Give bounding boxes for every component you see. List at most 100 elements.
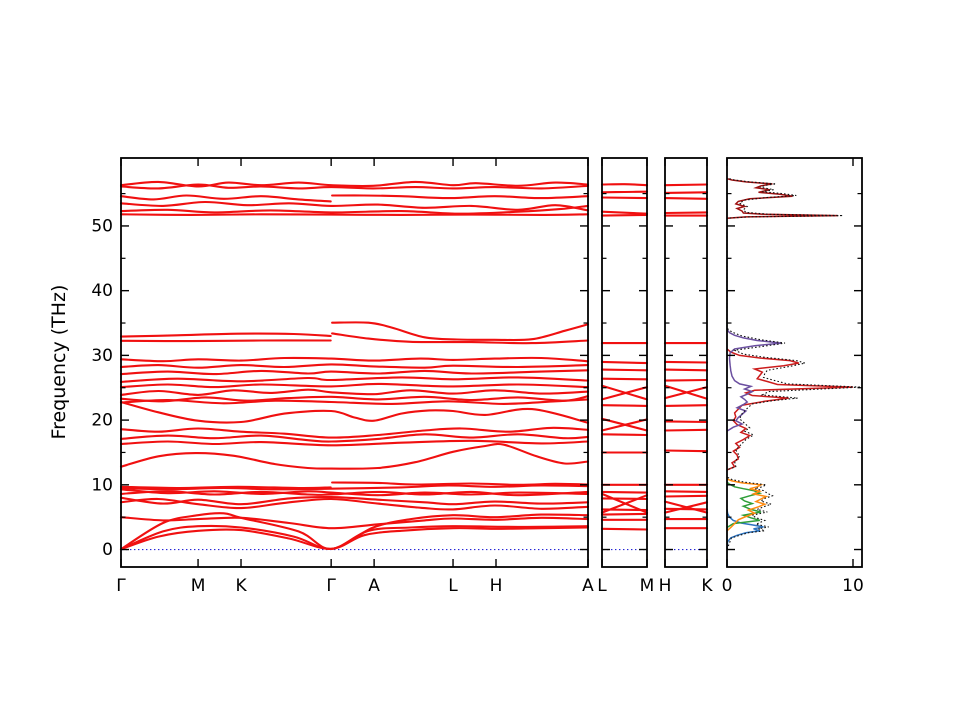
phonon-band bbox=[119, 388, 590, 396]
phonon-band bbox=[119, 433, 590, 443]
x-tick-label: Γ bbox=[326, 576, 336, 596]
x-tick-label: M bbox=[640, 576, 655, 596]
phonon-band bbox=[119, 204, 590, 215]
phonon-band bbox=[119, 400, 590, 424]
phonon-band-lines-lm bbox=[600, 183, 649, 531]
phonon-band bbox=[119, 363, 590, 369]
y-tick-label: 20 bbox=[91, 411, 113, 431]
dos-curves bbox=[726, 177, 861, 550]
pdos-orange bbox=[726, 478, 769, 532]
phonon-band bbox=[663, 183, 709, 187]
phonon-band bbox=[663, 404, 709, 407]
phonon-band bbox=[600, 190, 649, 194]
phonon-band bbox=[663, 490, 709, 493]
x-tick-label: 0 bbox=[722, 576, 733, 596]
phonon-band bbox=[663, 428, 709, 432]
phonon-band bbox=[119, 200, 590, 212]
phonon-band bbox=[600, 433, 649, 437]
pdos-darkred bbox=[726, 177, 838, 219]
phonon-band-lines-main bbox=[119, 180, 590, 551]
x-tick-label: A bbox=[582, 576, 594, 596]
phonon-band bbox=[663, 197, 709, 200]
phonon-band-lines-hk bbox=[663, 183, 709, 530]
phonon-band bbox=[600, 404, 649, 407]
y-tick-label: 10 bbox=[91, 475, 113, 495]
x-tick-label: L bbox=[597, 576, 607, 596]
phonon-band bbox=[331, 481, 590, 486]
x-tick-label: Γ bbox=[116, 576, 126, 596]
axes-frame-hk bbox=[664, 157, 708, 568]
x-tick-label: M bbox=[191, 576, 206, 596]
phonon-band bbox=[663, 360, 709, 364]
phonon-band bbox=[600, 386, 649, 401]
phonon-band bbox=[600, 368, 649, 372]
phonon-band bbox=[119, 442, 590, 470]
panel-dos: 0 10 bbox=[722, 157, 864, 596]
phonon-band bbox=[663, 507, 709, 511]
phonon-band bbox=[663, 449, 709, 453]
phonon-band bbox=[119, 332, 332, 338]
phonon-band bbox=[331, 332, 590, 345]
phonon-band bbox=[600, 508, 649, 512]
phonon-band bbox=[663, 368, 709, 372]
phonon-band bbox=[119, 339, 332, 343]
phonon-band bbox=[331, 321, 590, 342]
phonon-band bbox=[119, 376, 590, 383]
phonon-band bbox=[331, 194, 590, 200]
x-tick-label: A bbox=[368, 576, 380, 596]
x-tick-label: L bbox=[448, 576, 458, 596]
phonon-band bbox=[600, 213, 649, 217]
phonon-band bbox=[600, 377, 649, 381]
x-tick-label: H bbox=[659, 576, 672, 596]
phonon-band bbox=[119, 180, 590, 188]
phonon-band bbox=[663, 420, 709, 424]
tick-marks-lm bbox=[601, 158, 648, 567]
phonon-band bbox=[663, 386, 709, 400]
phonon-band bbox=[663, 494, 709, 498]
phonon-band bbox=[119, 194, 332, 203]
phonon-band bbox=[600, 196, 649, 200]
x-tick-label: K bbox=[235, 576, 247, 596]
tick-marks-hk bbox=[664, 158, 708, 567]
phonon-band bbox=[600, 183, 649, 187]
axes-frame-main bbox=[120, 157, 589, 568]
phonon-band bbox=[600, 512, 649, 516]
x-tick-label: 10 bbox=[842, 576, 864, 596]
phonon-band bbox=[119, 213, 590, 216]
phonon-band bbox=[119, 395, 590, 403]
phonon-band bbox=[119, 369, 590, 376]
axes-frame-lm bbox=[601, 157, 648, 568]
phonon-band bbox=[663, 501, 709, 514]
phonon-band bbox=[600, 360, 649, 365]
phonon-band bbox=[663, 378, 709, 382]
panel-main: Γ M K Γ A L H A 0 10 20 30 40 50 bbox=[91, 157, 594, 596]
phonon-band bbox=[119, 512, 590, 551]
phonon-band bbox=[119, 495, 590, 506]
phonon-band bbox=[119, 356, 590, 363]
y-tick-label: 0 bbox=[102, 540, 113, 560]
y-tick-label: 50 bbox=[91, 216, 113, 236]
phonon-band bbox=[119, 484, 590, 491]
phonon-band bbox=[119, 426, 590, 439]
x-tick-label: K bbox=[701, 576, 713, 596]
y-tick-label: 30 bbox=[91, 346, 113, 366]
phonon-band bbox=[663, 191, 709, 194]
phonon-band bbox=[119, 490, 590, 497]
phonon-band bbox=[600, 418, 649, 432]
phonon-band bbox=[663, 211, 709, 215]
phonon-band bbox=[600, 490, 649, 494]
phonon-band bbox=[600, 527, 649, 531]
phonon-band bbox=[600, 210, 649, 215]
tick-marks-dos bbox=[726, 158, 862, 567]
phonon-band bbox=[119, 516, 590, 530]
phonon-band bbox=[119, 382, 590, 389]
axes-frame-dos bbox=[726, 157, 863, 568]
phonon-band bbox=[119, 398, 590, 405]
phonon-band bbox=[119, 439, 590, 447]
pdos-red bbox=[726, 348, 854, 471]
y-tick-label: 40 bbox=[91, 281, 113, 301]
x-tick-label: H bbox=[490, 576, 503, 596]
